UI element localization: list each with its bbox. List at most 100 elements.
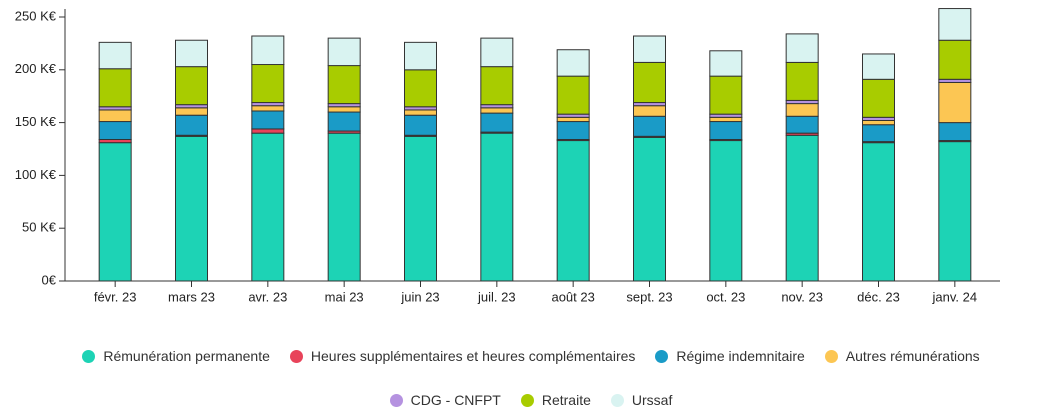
legend-label: Régime indemnitaire <box>676 348 805 364</box>
y-tick-label: 150 K€ <box>15 114 57 129</box>
bar-segment <box>556 49 590 77</box>
bar-segment <box>556 140 590 282</box>
legend-label: Heures supplémentaires et heures complém… <box>310 348 636 364</box>
bar-segment <box>862 124 895 143</box>
x-tick-label: oct. 23 <box>706 289 745 304</box>
legend-label: Urssaf <box>631 392 673 408</box>
bar-segment <box>98 121 132 140</box>
legend-item[interactable]: Rémunération permanente <box>82 348 270 364</box>
legend-item[interactable]: Régime indemnitaire <box>655 348 805 364</box>
bar-segment <box>633 61 666 104</box>
x-tick-label: août 23 <box>551 289 594 304</box>
bar-segment <box>98 142 132 282</box>
bar-segment <box>862 142 895 282</box>
bar-segment <box>633 105 666 117</box>
legend-marker <box>289 349 303 363</box>
bar-segment <box>862 119 895 126</box>
bar-segment <box>785 61 819 101</box>
bar-segment <box>938 8 972 41</box>
bar-segment <box>480 112 514 133</box>
bar-segment <box>556 75 590 115</box>
bar-segment <box>862 78 895 118</box>
y-tick-label: 200 K€ <box>15 61 57 76</box>
x-tick-label: mars 23 <box>168 289 215 304</box>
legend-marker <box>824 349 838 363</box>
bar-segment <box>98 109 132 123</box>
bar-segment <box>175 107 208 116</box>
bar-segment <box>785 103 819 117</box>
x-tick-label: nov. 23 <box>781 289 823 304</box>
bar-segment <box>175 135 208 282</box>
bar-segment <box>480 37 514 68</box>
y-tick-label: 100 K€ <box>15 167 57 182</box>
legend-marker <box>520 393 534 407</box>
x-tick-label: mai 23 <box>325 289 364 304</box>
bar-segment <box>327 111 361 132</box>
bar-segment <box>404 114 437 136</box>
legend-label: Retraite <box>541 392 591 408</box>
bar-segment <box>785 134 819 282</box>
bar-segment <box>404 69 437 108</box>
bar-segment <box>404 135 437 282</box>
legend-item[interactable]: CDG - CNFPT <box>389 392 501 408</box>
bar-segment <box>251 35 285 66</box>
bar-segment <box>633 115 666 137</box>
legend-item[interactable]: Retraite <box>520 392 591 408</box>
chart: 0€ 50 K€ 100 K€ 150 K€ 200 K€ 250 K€ févr. 23 m… <box>15 8 1000 304</box>
x-tick-label: déc. 23 <box>857 289 900 304</box>
legend-marker <box>389 393 403 407</box>
bar-segment <box>251 110 285 130</box>
bar-segment <box>327 37 361 67</box>
bar-segment <box>327 106 361 113</box>
bar-segment <box>480 132 514 282</box>
x-tick-label: sept. 23 <box>626 289 672 304</box>
bar-segment <box>709 140 743 282</box>
bar-segment <box>98 41 132 70</box>
bar-segment <box>938 141 972 282</box>
bar-segment <box>938 39 972 80</box>
x-tick-label: juin 23 <box>400 289 439 304</box>
bar-segment <box>938 122 972 142</box>
bar-segment <box>327 65 361 105</box>
bar-segment <box>633 35 666 63</box>
bar-segment <box>404 41 437 71</box>
legend-item[interactable]: Autres rémunérations <box>824 348 980 364</box>
bar-segment <box>251 105 285 112</box>
bar-segment <box>98 68 132 108</box>
bar-segment <box>556 121 590 140</box>
bar-segment <box>633 136 666 282</box>
y-tick-label: 50 K€ <box>22 220 57 235</box>
bar-segment <box>556 116 590 123</box>
bar-segment <box>251 132 285 282</box>
bar-segment <box>251 128 285 134</box>
legend-label: CDG - CNFPT <box>410 392 501 408</box>
bar-segment <box>709 75 743 115</box>
bar-segment <box>785 33 819 63</box>
bar-segment <box>862 53 895 80</box>
bar-segment <box>175 114 208 136</box>
legend-marker <box>655 349 669 363</box>
legend-item[interactable]: Urssaf <box>610 392 673 408</box>
x-tick-label: avr. 23 <box>248 289 287 304</box>
x-tick-label: juil. 23 <box>477 289 516 304</box>
bar-segment <box>175 66 208 106</box>
legend-marker <box>82 349 96 363</box>
y-tick-label: 250 K€ <box>15 8 57 23</box>
legend-label: Rémunération permanente <box>103 348 270 364</box>
bar-segment <box>480 66 514 106</box>
bar-segment <box>709 116 743 123</box>
bar-segment <box>480 107 514 114</box>
y-tick-label: 0€ <box>42 272 57 287</box>
bar-segment <box>404 109 437 116</box>
legend-label: Autres rémunérations <box>845 348 980 364</box>
bar-segment <box>175 39 208 68</box>
legend-marker <box>610 393 624 407</box>
legend: Rémunération permanente Heures supplément… <box>0 348 1062 408</box>
bar-segment <box>938 81 972 124</box>
x-tick-label: janv. 24 <box>932 289 978 304</box>
bar-segment <box>251 64 285 104</box>
bar-segment <box>709 50 743 77</box>
legend-item[interactable]: Heures supplémentaires et heures complém… <box>289 348 636 364</box>
x-tick-label: févr. 23 <box>94 289 137 304</box>
